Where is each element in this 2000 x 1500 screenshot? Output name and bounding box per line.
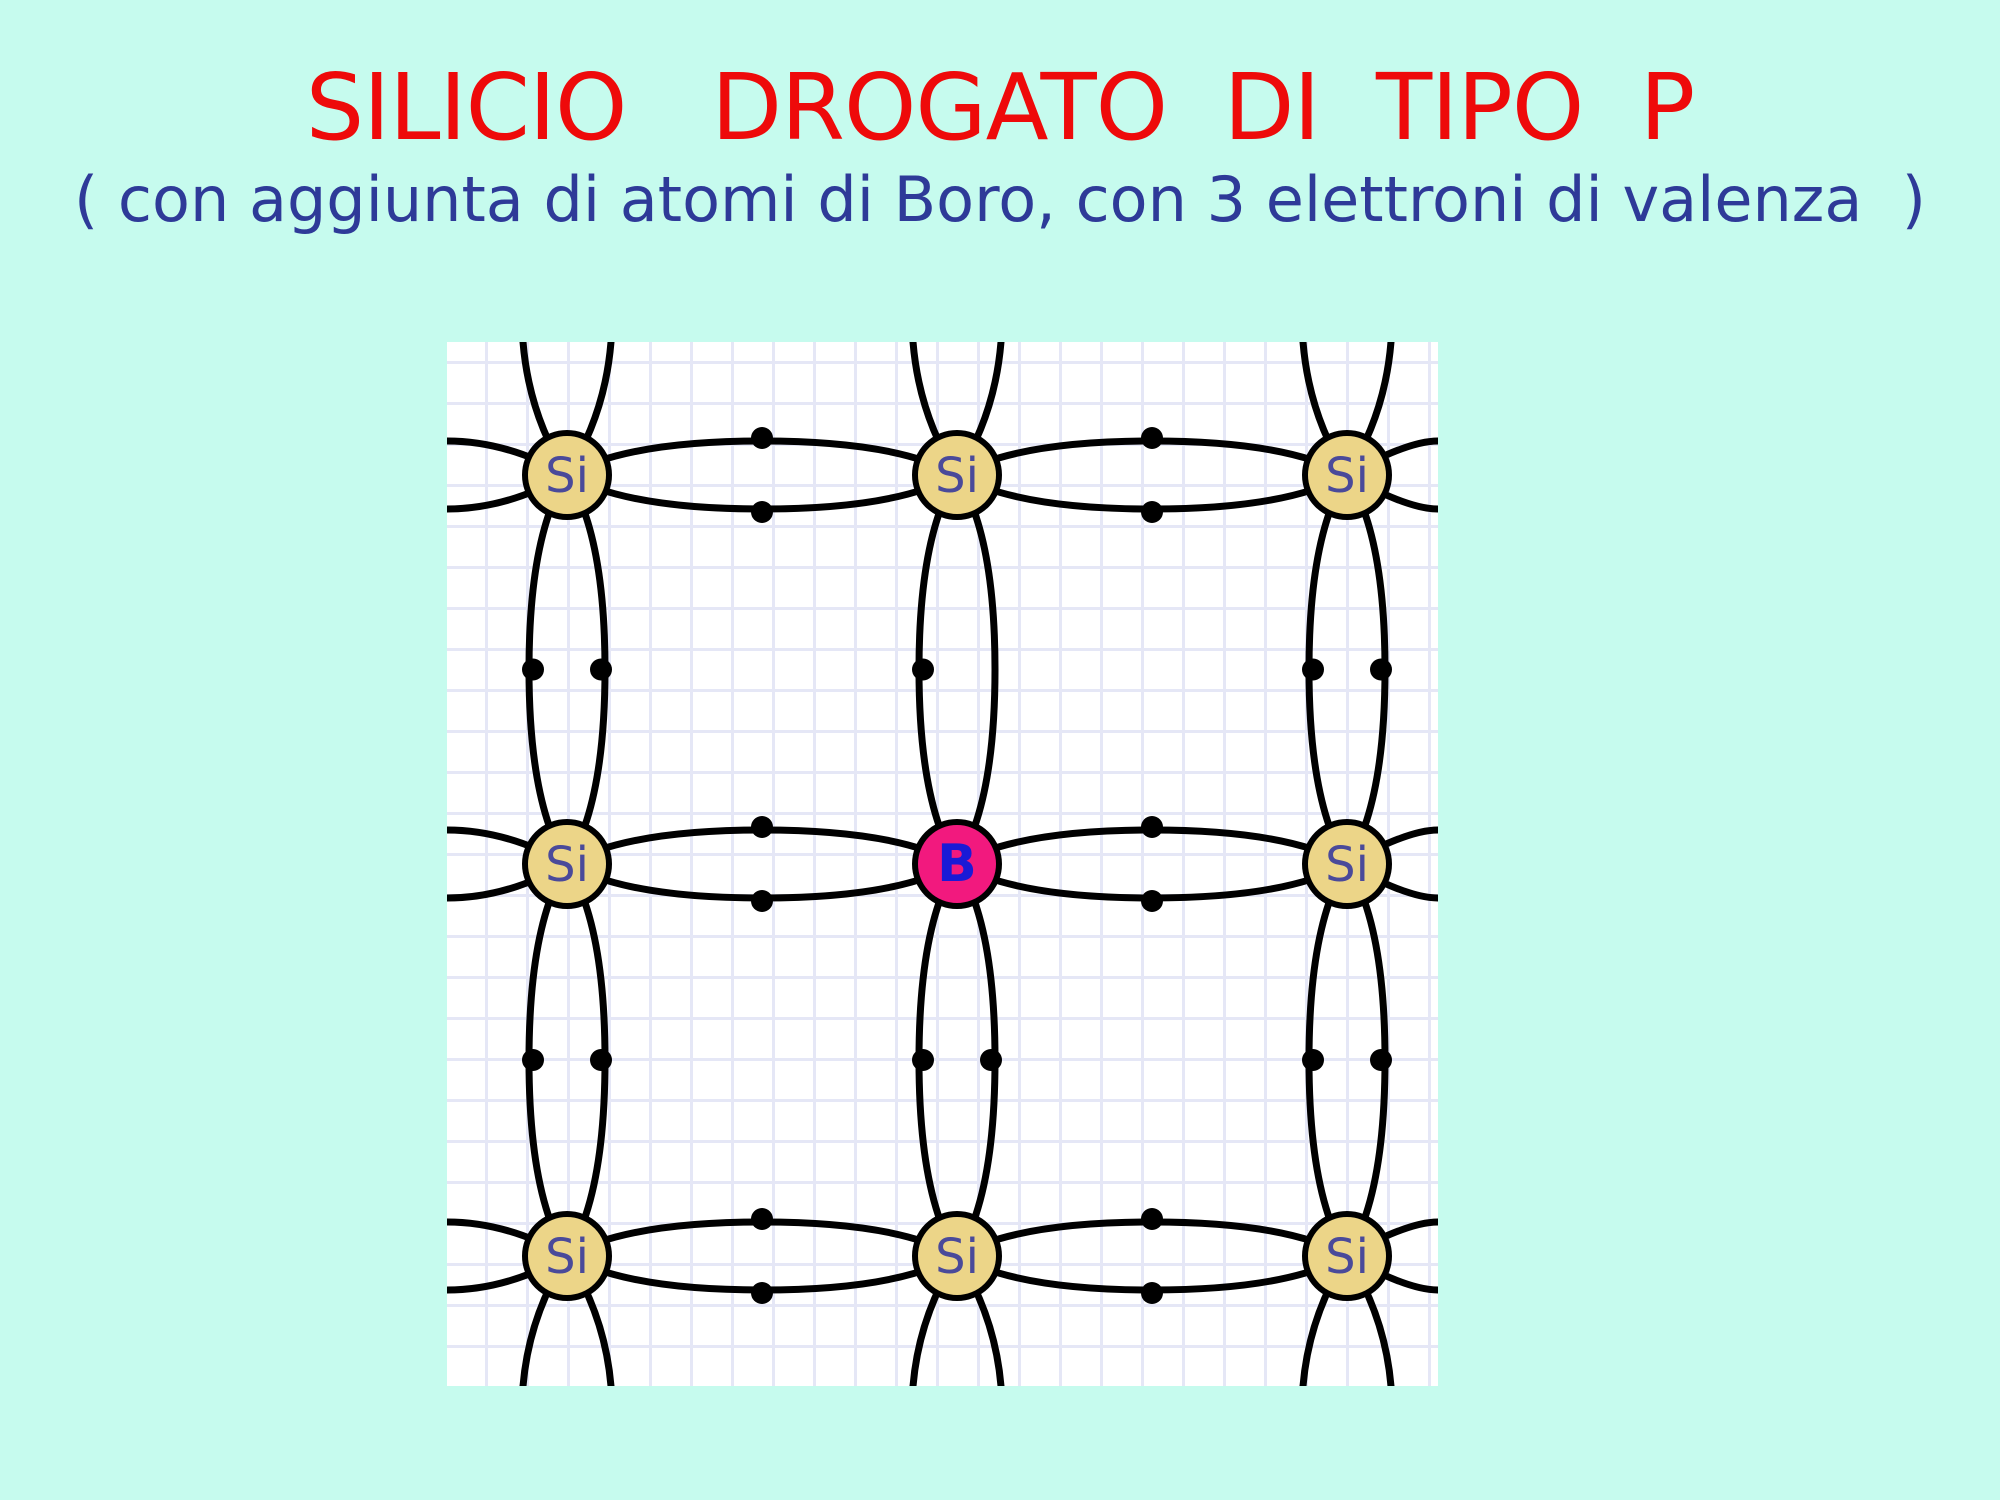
valence-electron [1141, 1208, 1163, 1230]
silicon-atom-label: Si [545, 1229, 589, 1285]
silicon-atom-label: Si [1325, 448, 1369, 504]
valence-electron [1370, 658, 1392, 681]
valence-electron [1141, 501, 1163, 523]
valence-electron [751, 427, 773, 449]
lattice-svg: Si Si Si Si B Si Si Si Si [447, 342, 1438, 1386]
valence-electron [1141, 890, 1163, 912]
boron-atom-label: B [937, 834, 977, 894]
valence-electron [590, 658, 612, 681]
silicon-atom-label: Si [545, 448, 589, 504]
silicon-atom [1302, 430, 1392, 520]
silicon-atom-label: Si [935, 1229, 979, 1285]
valence-electron [590, 1049, 612, 1071]
valence-electron [1141, 427, 1163, 449]
silicon-atom-label: Si [1325, 1229, 1369, 1285]
valence-electron [912, 1049, 934, 1071]
valence-electron [1141, 816, 1163, 838]
slide-title: SILICIO DROGATO DI TIPO P [305, 54, 1695, 161]
silicon-atom [522, 819, 612, 909]
valence-electron [1302, 1049, 1324, 1071]
silicon-atom-label: Si [1325, 837, 1369, 893]
valence-electron [751, 1282, 773, 1304]
slide-subtitle: ( con aggiunta di atomi di Boro, con 3 e… [74, 163, 1926, 236]
bond-v-right [953, 471, 999, 868]
valence-electron [912, 658, 934, 681]
valence-electron [1370, 1049, 1392, 1071]
silicon-atom [912, 430, 1002, 520]
valence-electron [522, 1049, 544, 1071]
valence-electron [980, 1049, 1002, 1071]
valence-electron [1302, 658, 1324, 681]
valence-electron [751, 501, 773, 523]
silicon-atom [522, 430, 612, 520]
silicon-atom [1302, 1211, 1392, 1301]
silicon-atom-label: Si [545, 837, 589, 893]
silicon-atom [522, 1211, 612, 1301]
valence-electron [751, 816, 773, 838]
valence-electron [522, 658, 544, 681]
valence-electron [751, 1208, 773, 1230]
boron-atom [912, 819, 1002, 909]
valence-electron [1141, 1282, 1163, 1304]
silicon-atom [912, 1211, 1002, 1301]
valence-electron [751, 890, 773, 912]
silicon-atom [1302, 819, 1392, 909]
silicon-atom-label: Si [935, 448, 979, 504]
crystal-lattice-diagram: Si Si Si Si B Si Si Si Si [447, 342, 1438, 1386]
